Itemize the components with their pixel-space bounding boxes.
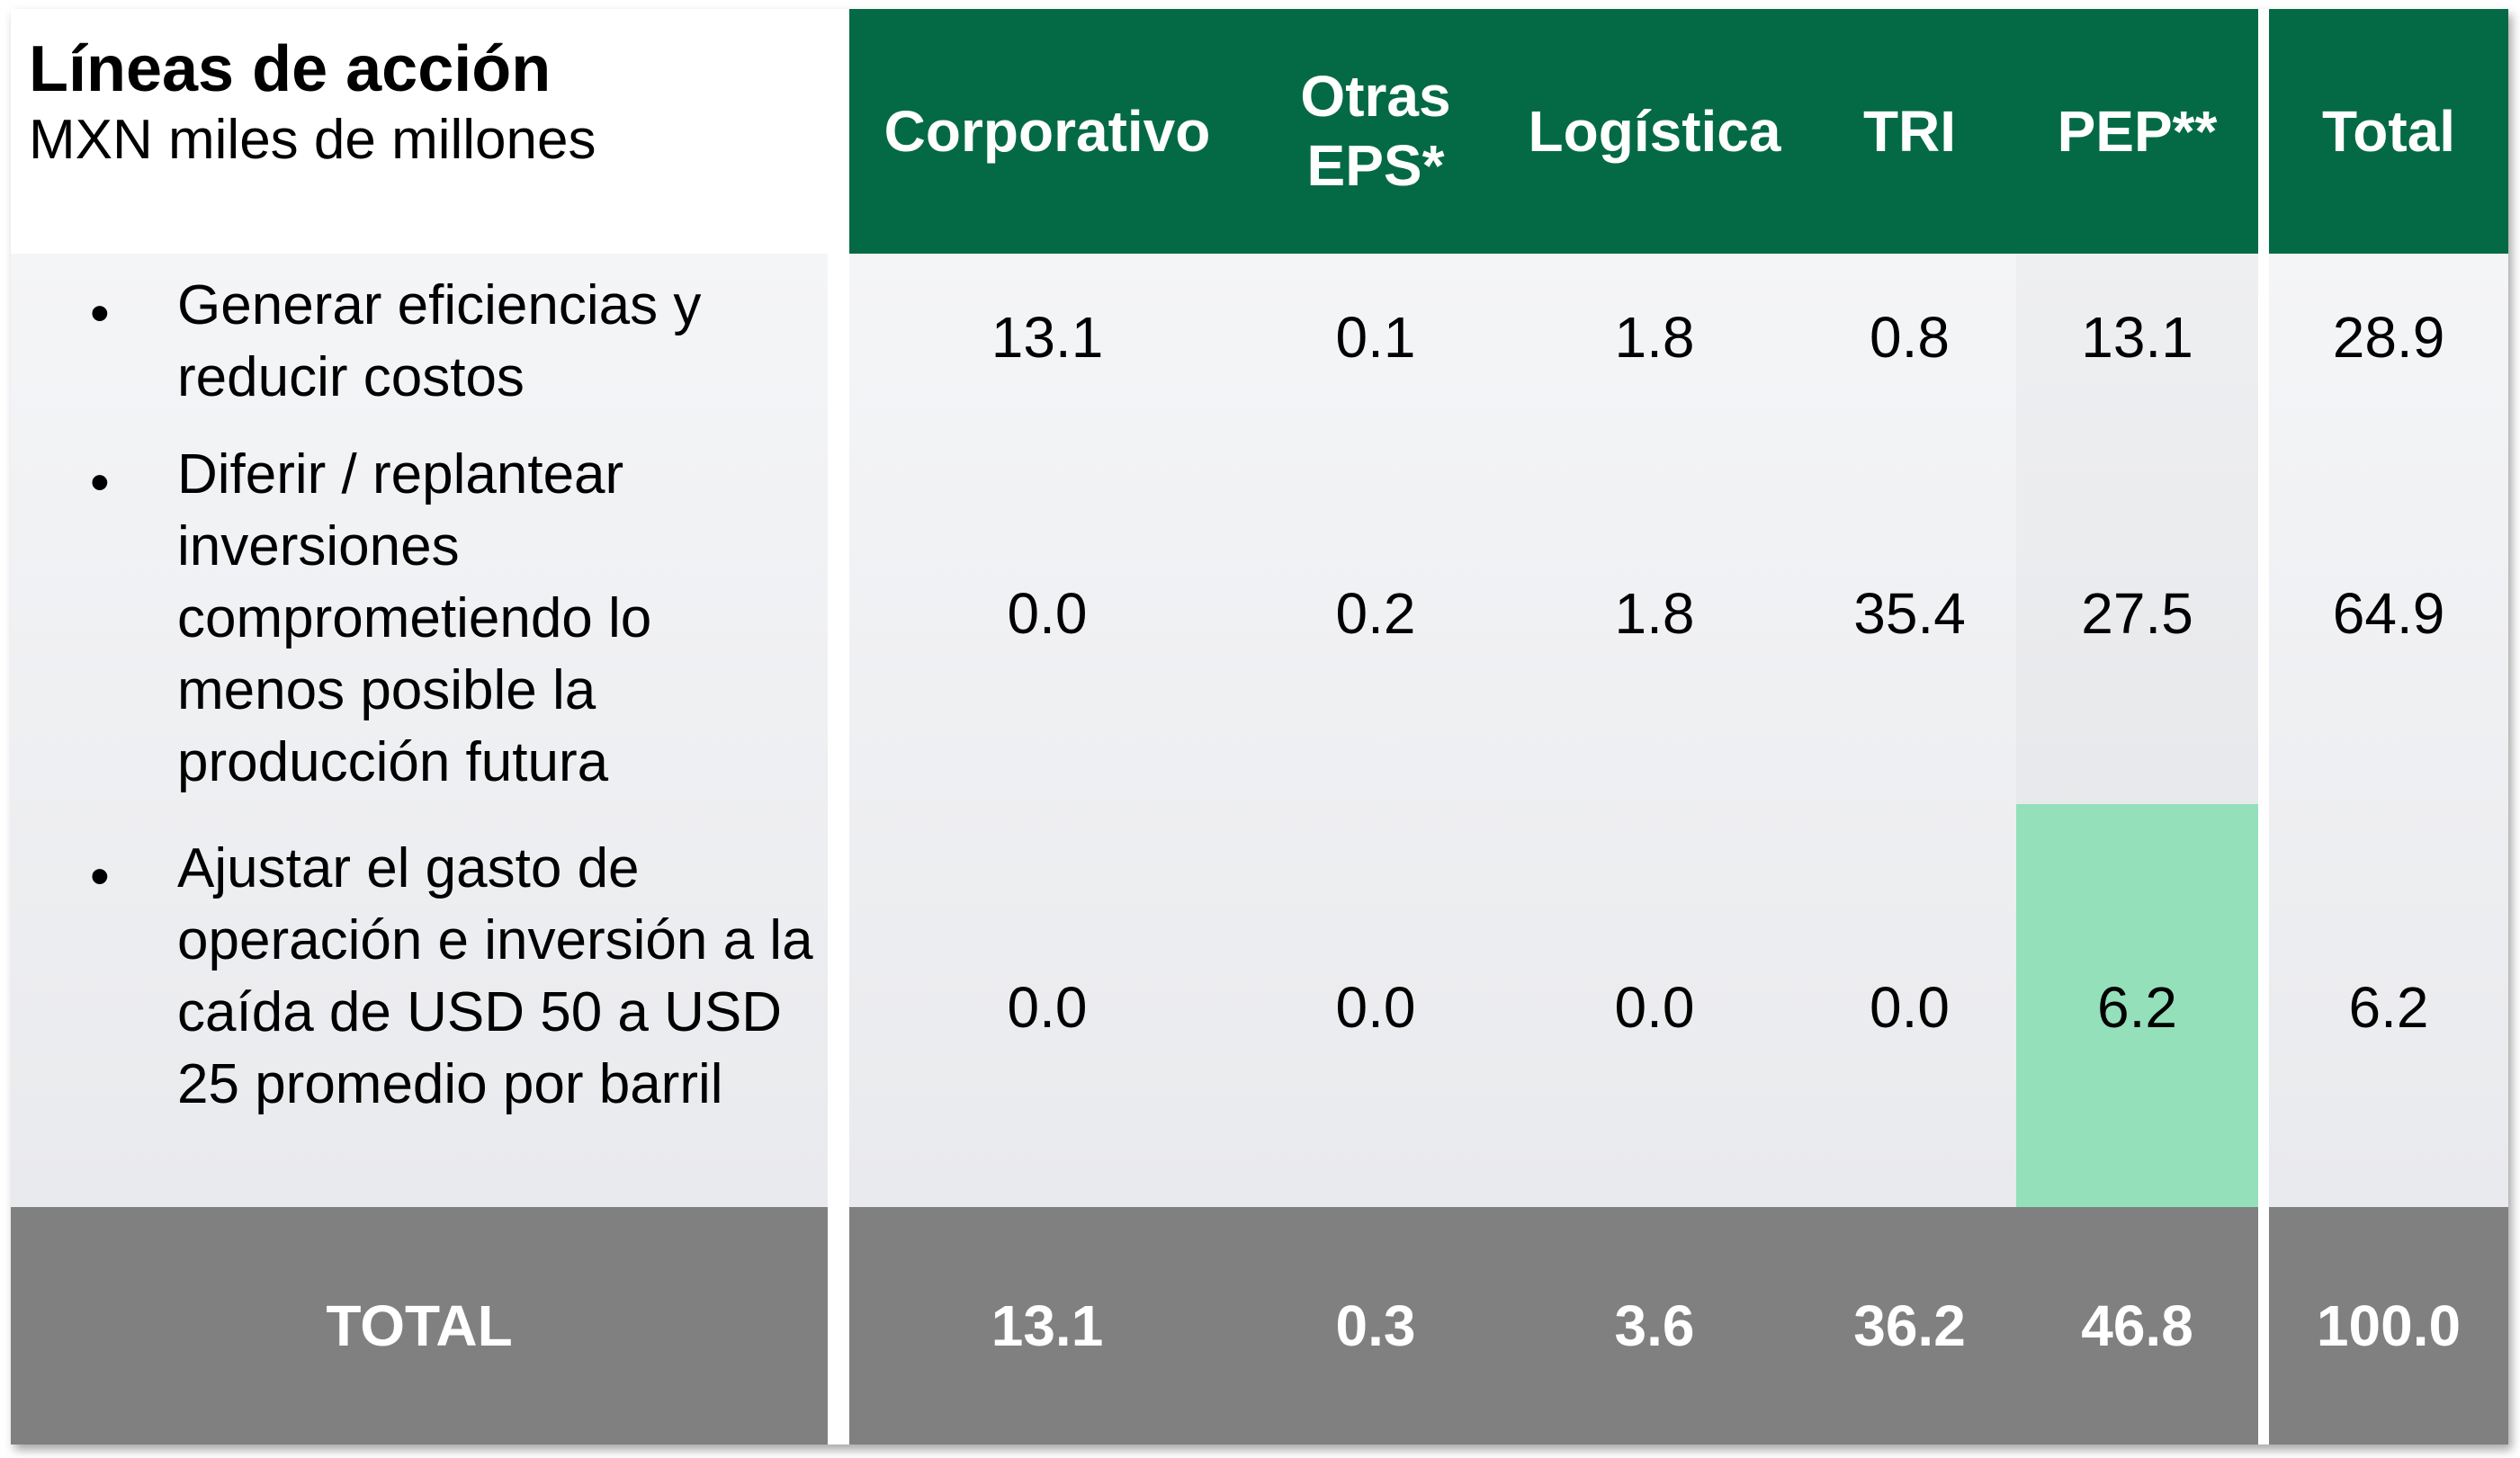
column-header-label-line2: EPS*	[1306, 133, 1445, 198]
table-title: Líneas de acción	[29, 33, 552, 105]
table-cell: 0.0	[1614, 975, 1695, 1040]
total-header-band	[2269, 9, 2508, 254]
total-cell: 46.8	[2081, 1293, 2193, 1358]
column-header-logistica: Logística	[1506, 9, 1803, 254]
total-row-label: TOTAL	[326, 1293, 513, 1358]
header-band	[849, 9, 2258, 254]
total-row-data-background	[849, 1207, 2258, 1445]
table-cell: 6.2	[2348, 975, 2429, 1040]
label-column-background	[11, 254, 828, 1207]
column-header-pep: PEP**	[2016, 9, 2258, 254]
total-column-background	[2269, 254, 2508, 1207]
table-cell-highlighted: 6.2	[2097, 975, 2177, 1040]
column-header-otras-eps: Otras EPS*	[1245, 9, 1506, 254]
table-cell: 28.9	[2332, 305, 2445, 370]
row-label: Diferir / replantear inversiones comprom…	[177, 443, 652, 793]
table-cell: 35.4	[1853, 581, 1966, 646]
table-cell: 0.0	[1870, 975, 1950, 1040]
table-cell: 1.8	[1614, 581, 1695, 646]
table-subtitle: MXN miles de millones	[29, 109, 596, 171]
column-header-label: Total	[2321, 98, 2456, 164]
total-cell: 0.3	[1335, 1293, 1416, 1358]
table-cell: 1.8	[1614, 305, 1695, 370]
table-cell: 13.1	[991, 305, 1104, 370]
table-cell: 0.8	[1870, 305, 1950, 370]
row-bullet: •	[90, 452, 110, 514]
row-label: Ajustar el gasto de operación e inversió…	[177, 837, 813, 1115]
table-cell: 0.0	[1007, 975, 1088, 1040]
column-header-corporativo: Corporativo	[849, 9, 1245, 254]
column-header-label: Corporativo	[883, 98, 1211, 164]
table-cell: 0.0	[1007, 581, 1088, 646]
column-header-total: Total	[2269, 9, 2508, 254]
table-cell: 13.1	[2081, 305, 2193, 370]
total-cell: 3.6	[1614, 1293, 1695, 1358]
column-header-tri: TRI	[1803, 9, 2016, 254]
table-cell: 0.1	[1335, 305, 1416, 370]
table-cell: 64.9	[2332, 581, 2445, 646]
row-bullet: •	[90, 845, 110, 908]
total-cell: 36.2	[1853, 1293, 1966, 1358]
column-header-label: Otras	[1300, 64, 1451, 130]
total-row-total-background	[2269, 1207, 2508, 1445]
row-label: Generar eficiencias y reducir costos	[177, 274, 702, 408]
column-header-label: TRI	[1862, 98, 1957, 164]
column-header-label: Logística	[1528, 98, 1781, 164]
total-cell-grand-total: 100.0	[2316, 1293, 2462, 1358]
table-cell: 0.2	[1335, 581, 1416, 646]
table-cell: 27.5	[2081, 581, 2193, 646]
total-row-label-background	[11, 1207, 828, 1445]
highlighted-cell-background	[2016, 804, 2258, 1207]
total-cell: 13.1	[991, 1293, 1104, 1358]
row-bullet: •	[90, 282, 110, 344]
table-cell: 0.0	[1335, 975, 1416, 1040]
action-lines-table: Líneas de acción MXN miles de millones C…	[11, 9, 2508, 1445]
column-header-label: PEP**	[2057, 98, 2218, 164]
